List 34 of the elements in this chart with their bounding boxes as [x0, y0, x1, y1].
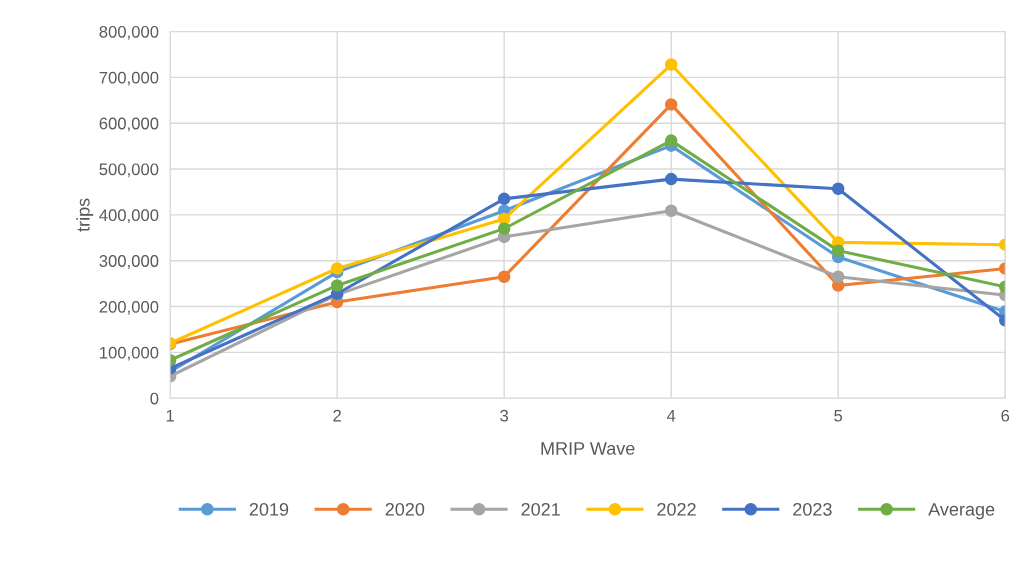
x-tick-label: 2 [333, 409, 341, 422]
point [664, 134, 678, 147]
y-tick-label: 700,000 [99, 71, 159, 86]
point [497, 222, 511, 235]
point [831, 244, 845, 257]
y-tick-label: 600,000 [99, 117, 159, 132]
point [664, 172, 678, 186]
legend-label: Average [928, 503, 995, 520]
y-tick-label: 200,000 [99, 300, 159, 315]
point [831, 270, 845, 284]
legend-label: 2022 [657, 502, 696, 516]
x-tick-label: 1 [166, 409, 174, 422]
legend-label: 2020 [385, 502, 425, 516]
x-tick-label: 4 [666, 409, 676, 422]
point [664, 204, 678, 218]
point [497, 270, 511, 284]
y-tick-label: 300,000 [99, 255, 159, 269]
x-tick-label: 3 [500, 409, 509, 422]
y-axis-title: trips [76, 198, 94, 232]
legend-label: 2019 [249, 502, 289, 516]
y-tick-label: 0 [150, 392, 159, 405]
legend-label: 2021 [521, 502, 560, 516]
x-axis-title: MRIP Wave [541, 442, 635, 455]
point [664, 58, 678, 71]
y-tick-label: 400,000 [99, 209, 159, 224]
legend-label: 2023 [793, 502, 832, 516]
x-tick-label: 5 [834, 409, 843, 422]
y-tick-label: 100,000 [100, 346, 159, 361]
point [497, 192, 511, 206]
y-tick-label: 800,000 [99, 25, 159, 40]
point [664, 98, 678, 111]
y-tick-label: 500,000 [99, 163, 159, 178]
x-tick-label: 6 [1001, 409, 1010, 422]
point [831, 182, 845, 195]
